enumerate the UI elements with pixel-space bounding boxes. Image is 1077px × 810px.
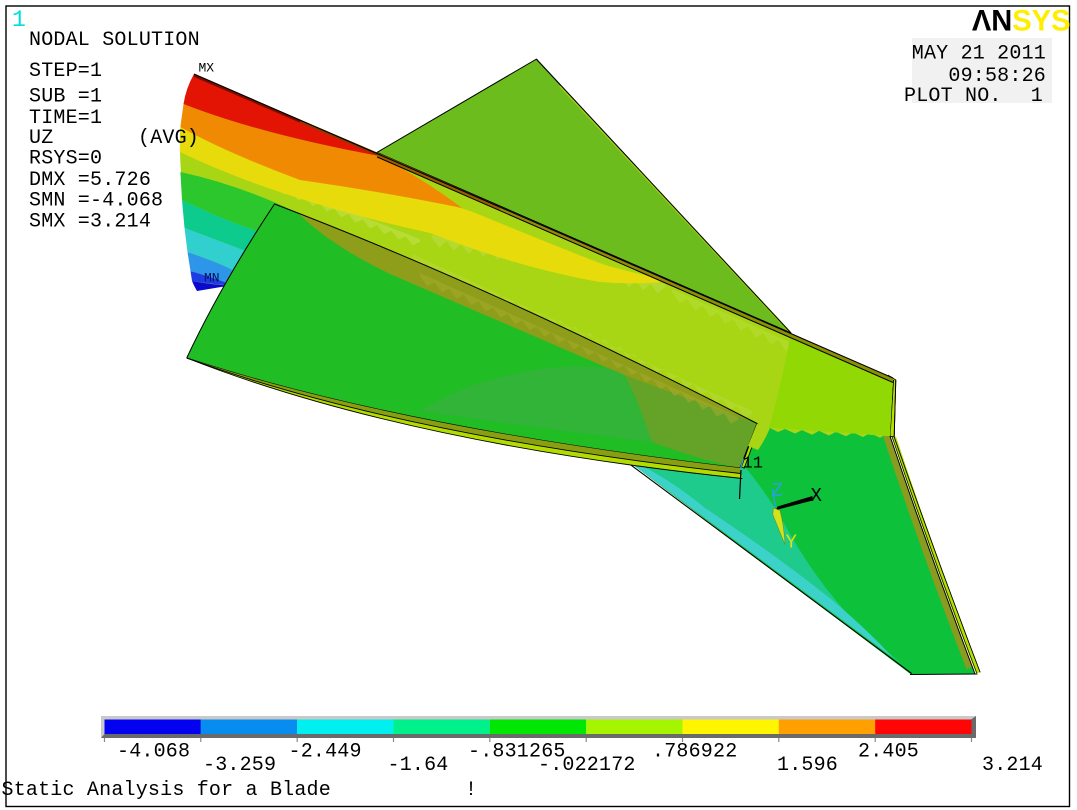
svg-text:-2.449: -2.449 xyxy=(289,741,362,764)
svg-text:.786922: .786922 xyxy=(652,741,737,764)
svg-text:09:58:26: 09:58:26 xyxy=(948,65,1046,88)
svg-text:UZ: UZ xyxy=(29,127,53,150)
svg-text:Y: Y xyxy=(786,532,798,554)
svg-text:SMX =3.214: SMX =3.214 xyxy=(29,211,151,234)
svg-text:-3.259: -3.259 xyxy=(203,754,276,777)
svg-text:MN: MN xyxy=(204,271,220,286)
svg-text:2.405: 2.405 xyxy=(858,741,919,764)
svg-text:3.214: 3.214 xyxy=(982,754,1043,777)
svg-text:MX: MX xyxy=(199,61,215,76)
svg-text:!: ! xyxy=(465,779,477,802)
svg-text:Z: Z xyxy=(772,480,783,502)
svg-text:11: 11 xyxy=(743,455,763,474)
svg-text:MAY 21 2011: MAY 21 2011 xyxy=(912,43,1046,66)
svg-text:PLOT NO.: PLOT NO. xyxy=(904,85,1002,108)
svg-text:1: 1 xyxy=(12,7,26,33)
svg-text:SUB =1: SUB =1 xyxy=(29,86,102,109)
svg-text:(AVG): (AVG) xyxy=(138,127,199,150)
svg-text:NODAL SOLUTION: NODAL SOLUTION xyxy=(29,29,200,52)
svg-text:1: 1 xyxy=(1031,85,1043,108)
svg-text:RSYS=0: RSYS=0 xyxy=(29,148,102,171)
svg-text:-.831265: -.831265 xyxy=(468,741,566,764)
svg-text:STEP=1: STEP=1 xyxy=(29,60,102,83)
svg-text:ΛNSYS: ΛNSYS xyxy=(972,4,1071,37)
svg-text:X: X xyxy=(811,485,823,507)
svg-text:-1.64: -1.64 xyxy=(388,754,449,777)
svg-text:-4.068: -4.068 xyxy=(117,741,190,764)
svg-text:Static Analysis for a Blade: Static Analysis for a Blade xyxy=(2,779,331,802)
svg-text:1.596: 1.596 xyxy=(777,754,838,777)
svg-text:TIME=1: TIME=1 xyxy=(29,107,102,130)
svg-text:DMX =5.726: DMX =5.726 xyxy=(29,169,151,192)
svg-text:-.022172: -.022172 xyxy=(538,754,636,777)
svg-text:SMN =-4.068: SMN =-4.068 xyxy=(29,190,163,213)
